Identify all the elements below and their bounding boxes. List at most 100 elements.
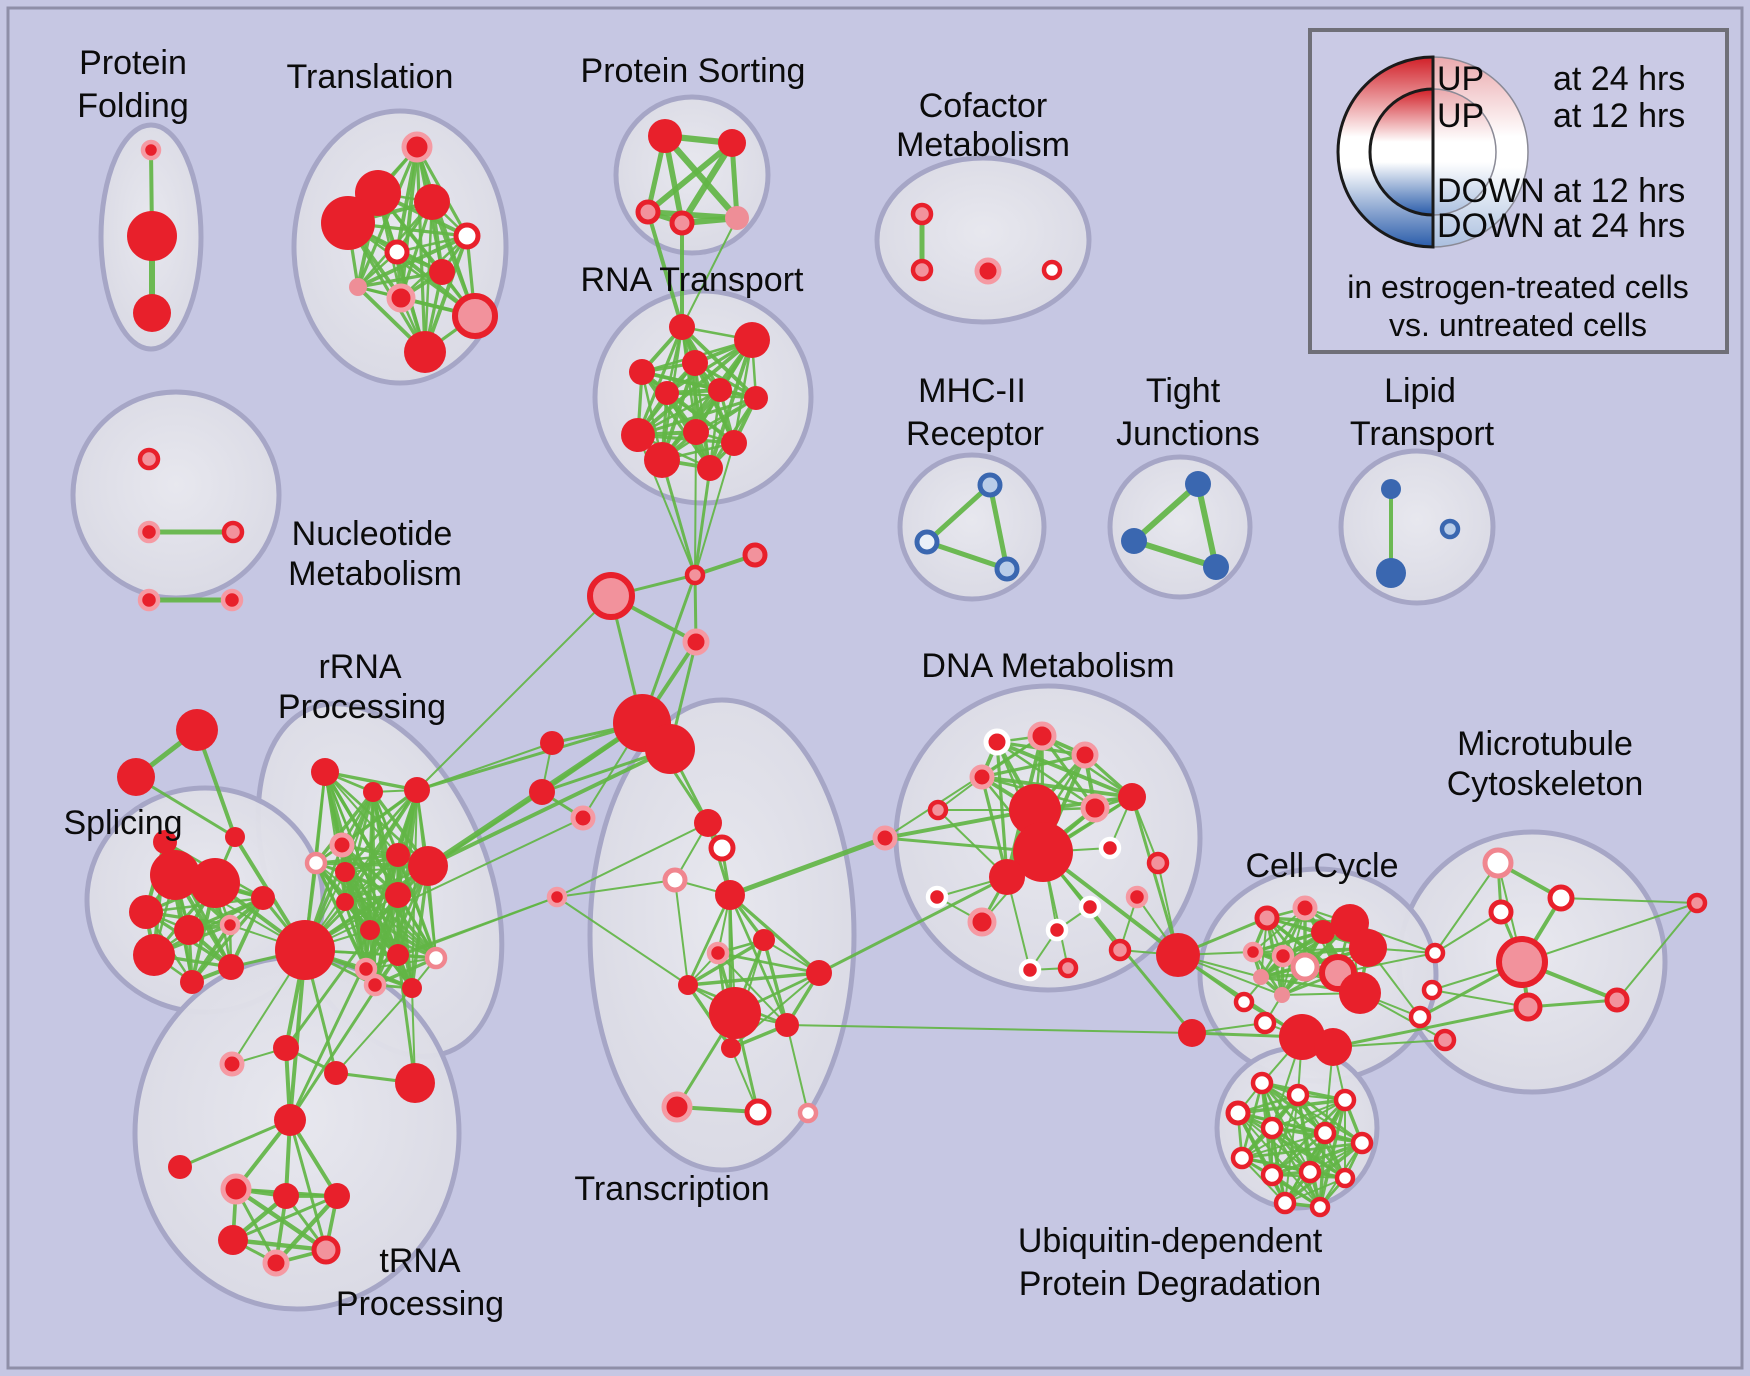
edge bbox=[694, 431, 697, 576]
node-lb bbox=[994, 556, 1020, 582]
node-r bbox=[363, 782, 383, 802]
node-rp bbox=[661, 1091, 693, 1123]
cluster-translation-label-line1: Translation bbox=[287, 58, 454, 96]
node-r bbox=[275, 920, 335, 980]
edge bbox=[1431, 989, 1529, 1008]
edge bbox=[134, 775, 237, 839]
cluster-ubiquitin-dependent-protein-degradation-label-line2: Protein Degradation bbox=[1019, 1265, 1321, 1303]
labels-layer: Protein Folding Translation Protein Sorting… bbox=[63, 44, 1643, 1323]
edge bbox=[1434, 862, 1499, 954]
figure-frame bbox=[6, 6, 1744, 1370]
edge bbox=[1270, 1126, 1347, 1180]
edge bbox=[987, 482, 1010, 572]
node-r bbox=[190, 858, 240, 908]
node-rp bbox=[401, 131, 433, 163]
node-pr bbox=[1254, 905, 1280, 931]
node-r bbox=[1013, 822, 1073, 882]
cluster-dna-metabolism-label-line1: DNA Metabolism bbox=[921, 647, 1174, 685]
edge bbox=[1270, 1131, 1327, 1177]
cluster-trna-processing-label-line1: tRNA bbox=[379, 1242, 461, 1280]
edge bbox=[1560, 897, 1698, 904]
node-r bbox=[721, 1038, 741, 1058]
node-wp bbox=[1482, 847, 1514, 879]
edge bbox=[678, 139, 736, 227]
node-r bbox=[734, 322, 770, 358]
node-rp bbox=[682, 628, 710, 656]
node-wr bbox=[1253, 1011, 1277, 1035]
edge bbox=[1296, 1093, 1322, 1209]
cluster-rrna-processing-label-line1: rRNA bbox=[318, 648, 401, 686]
edge bbox=[1521, 902, 1698, 963]
edge bbox=[1195, 481, 1219, 570]
edge bbox=[636, 325, 684, 437]
node-rp bbox=[220, 1173, 252, 1205]
cluster-cofactor-metabolism-label-line2: Metabolism bbox=[896, 126, 1070, 164]
node-rp bbox=[546, 886, 568, 908]
edge bbox=[636, 396, 758, 437]
node-rp bbox=[262, 1249, 290, 1277]
node-r bbox=[709, 987, 761, 1039]
node-pr bbox=[1604, 987, 1630, 1013]
node-r bbox=[708, 378, 732, 402]
edge bbox=[728, 893, 821, 975]
edge bbox=[686, 893, 732, 987]
edge bbox=[1318, 1131, 1327, 1209]
node-r bbox=[218, 954, 244, 980]
node-pr bbox=[1146, 851, 1170, 875]
node-pr bbox=[221, 520, 245, 544]
node-b bbox=[1203, 554, 1229, 580]
cluster-protein-folding-label-line1: Protein bbox=[79, 44, 187, 82]
node-rw bbox=[925, 885, 949, 909]
node-r bbox=[621, 418, 655, 452]
node-r bbox=[721, 430, 747, 456]
node-wr bbox=[1309, 1196, 1331, 1218]
node-rp bbox=[386, 283, 416, 313]
edge bbox=[980, 775, 1134, 799]
node-rp bbox=[219, 914, 241, 936]
node-pr bbox=[1057, 957, 1079, 979]
node-r bbox=[117, 758, 155, 796]
node-rp bbox=[706, 941, 730, 965]
edge bbox=[1270, 1141, 1364, 1177]
edge bbox=[356, 234, 469, 289]
edge bbox=[660, 458, 697, 577]
node-r bbox=[529, 779, 555, 805]
cluster-splicing-label-line1: Splicing bbox=[63, 804, 182, 842]
node-b bbox=[1185, 471, 1211, 497]
edge bbox=[1331, 1005, 1530, 1049]
node-r bbox=[133, 934, 175, 976]
cluster-lipid-transport-ellipse bbox=[1338, 448, 1496, 606]
node-r bbox=[150, 850, 200, 900]
edge bbox=[556, 822, 709, 898]
node-r bbox=[694, 809, 722, 837]
node-r bbox=[386, 843, 410, 867]
edge bbox=[661, 132, 741, 222]
edge bbox=[426, 747, 672, 868]
edge bbox=[681, 217, 738, 328]
node-r bbox=[218, 1225, 248, 1255]
edge bbox=[727, 835, 888, 898]
node-r bbox=[1311, 920, 1335, 944]
node-rp bbox=[570, 805, 596, 831]
node-wr bbox=[1041, 259, 1063, 281]
node-pr bbox=[669, 210, 695, 236]
cluster-cell-cycle-label-line1: Cell Cycle bbox=[1245, 847, 1398, 885]
node-wr bbox=[1424, 942, 1446, 964]
edge bbox=[1251, 930, 1325, 954]
node-r bbox=[655, 381, 679, 405]
edge bbox=[694, 442, 735, 576]
edge bbox=[1130, 795, 1180, 957]
legend-row-4-direction: DOWN bbox=[1437, 207, 1545, 245]
edge bbox=[665, 391, 736, 445]
node-rp bbox=[1080, 793, 1110, 823]
node-r bbox=[176, 709, 218, 751]
node-r bbox=[127, 211, 177, 261]
edge bbox=[231, 1194, 339, 1242]
node-rw bbox=[1078, 895, 1102, 919]
node-r bbox=[273, 1035, 299, 1061]
node-r bbox=[408, 846, 448, 886]
edge bbox=[646, 210, 684, 329]
edge bbox=[674, 879, 689, 986]
node-r bbox=[324, 1183, 350, 1209]
